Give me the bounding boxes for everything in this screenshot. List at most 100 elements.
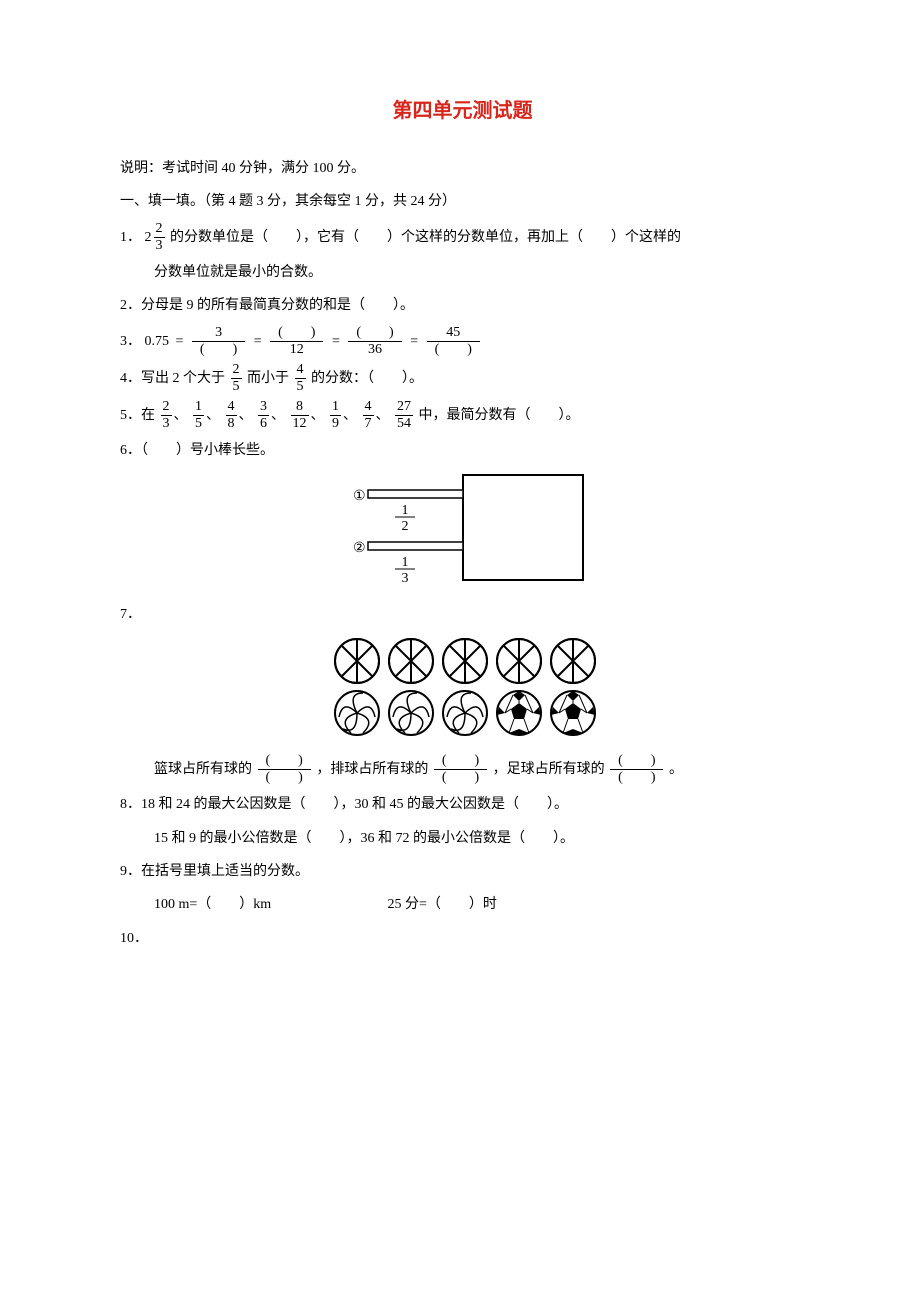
q5-f2d: 5 <box>193 416 204 432</box>
q3-f4-num: 45 <box>427 325 480 342</box>
q7-a: 篮球占所有球的 <box>154 762 252 777</box>
q3-f2-den: 12 <box>270 342 323 358</box>
q7-b1d: ( ) <box>258 770 311 786</box>
q4-frac1: 25 <box>231 362 242 395</box>
q5-pre: 5．在 <box>120 408 155 423</box>
q8a: 8．18 和 24 的最大公因数是（ ），30 和 45 的最大公因数是（ ）。 <box>120 790 805 819</box>
q5-f1d: 3 <box>161 416 172 432</box>
q5-s3: 、 <box>239 408 253 423</box>
q5-s5: 、 <box>311 408 325 423</box>
q3-eq1: = <box>176 327 184 356</box>
q5-f7: 47 <box>363 399 374 432</box>
q5-f5n: 8 <box>291 399 309 416</box>
q5-s6: 、 <box>343 408 357 423</box>
q5-f3n: 4 <box>226 399 237 416</box>
q3-frac3: ( )36 <box>348 325 401 358</box>
q3-frac4: 45( ) <box>427 325 480 358</box>
q3-frac1: 3( ) <box>192 325 245 358</box>
q5-f4d: 6 <box>258 416 269 432</box>
q7-end: 。 <box>669 762 683 777</box>
q3-eq4: = <box>410 327 418 356</box>
q5-f2: 15 <box>193 399 204 432</box>
q1-mixed-den: 3 <box>154 238 165 254</box>
q5-f6n: 1 <box>330 399 341 416</box>
q4-frac2: 45 <box>295 362 306 395</box>
q3-f2-num: ( ) <box>270 325 323 342</box>
q9a: 100 m=（ ）km <box>154 890 384 919</box>
q3-eq2: = <box>254 327 262 356</box>
q6-figure: ① 1 2 ② 1 3 <box>120 470 805 590</box>
q4-pre: 4．写出 2 个大于 <box>120 371 225 386</box>
q5-s1: 、 <box>174 408 188 423</box>
q5-f5: 812 <box>291 399 309 432</box>
q7-blank2: ( )( ) <box>434 753 487 786</box>
svg-text:1: 1 <box>401 503 408 518</box>
q5-s4: 、 <box>271 408 285 423</box>
q3-f1-num: 3 <box>192 325 245 342</box>
q7-text: 篮球占所有球的 ( )( ) ，排球占所有球的 ( )( ) ，足球占所有球的 … <box>120 753 805 786</box>
q5-f8n: 27 <box>395 399 413 416</box>
q3-prefix: 3． <box>120 334 141 349</box>
q5-s2: 、 <box>206 408 220 423</box>
q7-blank3: ( )( ) <box>610 753 663 786</box>
q5-f6: 19 <box>330 399 341 432</box>
svg-text:①: ① <box>353 489 366 504</box>
q5-f7n: 4 <box>363 399 374 416</box>
q9-items: 100 m=（ ）km 25 分=（ ）时 <box>120 890 805 919</box>
q3-f1-den: ( ) <box>192 342 245 358</box>
q7-b3n: ( ) <box>610 753 663 770</box>
sticks-icon: ① 1 2 ② 1 3 <box>333 470 593 590</box>
q8b: 15 和 9 的最小公倍数是（ ），36 和 72 的最小公倍数是（ ）。 <box>120 824 805 853</box>
q4-f2-den: 5 <box>295 379 306 395</box>
svg-text:3: 3 <box>401 571 408 586</box>
q9: 9．在括号里填上适当的分数。 <box>120 857 805 886</box>
q3-f4-den: ( ) <box>427 342 480 358</box>
q5-f8: 2754 <box>395 399 413 432</box>
q7-b: ，排球占所有球的 <box>316 762 428 777</box>
q1-text-a: 的分数单位是（ ），它有（ ）个这样的分数单位，再加上（ ）个这样的 <box>170 230 681 245</box>
q5-f4: 36 <box>258 399 269 432</box>
q10: 10． <box>120 924 805 953</box>
svg-text:2: 2 <box>401 519 408 534</box>
q4-f1-den: 5 <box>231 379 242 395</box>
q5-s7: 、 <box>376 408 390 423</box>
q7-b3d: ( ) <box>610 770 663 786</box>
q3: 3． 0.75 = 3( ) = ( )12 = ( )36 = 45( ) <box>120 325 805 358</box>
q9b: 25 分=（ ）时 <box>388 890 497 919</box>
q7-c: ，足球占所有球的 <box>493 762 605 777</box>
q6: 6．（ ）号小棒长些。 <box>120 436 805 465</box>
svg-text:②: ② <box>353 541 366 556</box>
q5-f7d: 7 <box>363 416 374 432</box>
q1-mixed-whole: 2 <box>145 230 152 245</box>
exam-note: 说明：考试时间 40 分钟，满分 100 分。 <box>120 154 805 183</box>
q5-f3: 48 <box>226 399 237 432</box>
section-1-heading: 一、填一填。（第 4 题 3 分，其余每空 1 分，共 24 分） <box>120 187 805 216</box>
q5-f2n: 1 <box>193 399 204 416</box>
q3-lhs: 0.75 <box>145 334 170 349</box>
q4-mid: 而小于 <box>247 371 289 386</box>
q3-eq3: = <box>332 327 340 356</box>
q5-f1: 23 <box>161 399 172 432</box>
page-title: 第四单元测试题 <box>120 90 805 132</box>
q7-blank1: ( )( ) <box>258 753 311 786</box>
q3-frac2: ( )12 <box>270 325 323 358</box>
q4-f2-num: 4 <box>295 362 306 379</box>
q1-mixed-frac: 23 <box>154 221 165 254</box>
q5-f3d: 8 <box>226 416 237 432</box>
q7-prefix: 7． <box>120 600 805 629</box>
q5-f8d: 54 <box>395 416 413 432</box>
q4-f1-num: 2 <box>231 362 242 379</box>
q1-prefix: 1． <box>120 230 141 245</box>
q3-f3-den: 36 <box>348 342 401 358</box>
mixed-row-icon <box>328 687 598 739</box>
q7-b1n: ( ) <box>258 753 311 770</box>
q7-b2n: ( ) <box>434 753 487 770</box>
q5-f1n: 2 <box>161 399 172 416</box>
q5-f6d: 9 <box>330 416 341 432</box>
q5-f4n: 3 <box>258 399 269 416</box>
q7-b2d: ( ) <box>434 770 487 786</box>
q5-post: 中，最简分数有（ ）。 <box>419 408 580 423</box>
q2: 2．分母是 9 的所有最简真分数的和是（ ）。 <box>120 291 805 320</box>
q1-line1: 1． 223 的分数单位是（ ），它有（ ）个这样的分数单位，再加上（ ）个这样… <box>120 221 805 254</box>
q1-mixed-num: 2 <box>154 221 165 238</box>
